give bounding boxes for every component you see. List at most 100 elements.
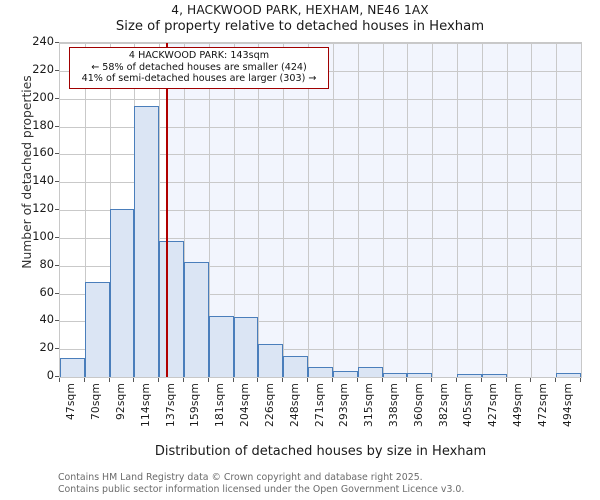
x-axis-tick-label: 494sqm bbox=[561, 383, 574, 427]
x-axis-tick-mark bbox=[183, 378, 185, 382]
y-axis-tick-label: 0 bbox=[46, 368, 54, 382]
gridline-horizontal bbox=[60, 349, 581, 351]
y-axis-tick-label: 120 bbox=[32, 201, 54, 215]
x-axis-tick-label: 293sqm bbox=[338, 383, 351, 427]
gridline-horizontal bbox=[60, 154, 581, 156]
footer-line-2: Contains public sector information licen… bbox=[58, 483, 465, 495]
histogram-bar bbox=[332, 371, 358, 377]
y-axis-tick-mark bbox=[55, 125, 59, 127]
histogram-bar bbox=[233, 317, 259, 377]
x-axis-tick-mark bbox=[431, 378, 433, 382]
histogram-bar bbox=[456, 374, 482, 377]
gridline-vertical bbox=[531, 43, 533, 377]
y-axis-tick-mark bbox=[55, 42, 59, 43]
y-axis-tick-label: 180 bbox=[32, 117, 54, 132]
histogram-bar bbox=[308, 367, 333, 377]
y-axis-tick-label: 40 bbox=[39, 312, 55, 327]
x-axis-tick-label: 360sqm bbox=[412, 383, 425, 427]
plot-area bbox=[59, 42, 582, 378]
y-axis-tick-mark bbox=[55, 97, 59, 99]
histogram-bar bbox=[60, 357, 85, 377]
x-axis-tick-label: 382sqm bbox=[437, 383, 450, 427]
gridline-vertical bbox=[308, 43, 310, 377]
y-axis-tick-label: 220 bbox=[32, 61, 54, 76]
x-axis-tick-mark bbox=[356, 378, 358, 382]
x-axis-tick-label: 405sqm bbox=[462, 383, 475, 427]
gridline-horizontal bbox=[60, 126, 581, 128]
y-axis-tick-label: 240 bbox=[32, 34, 54, 48]
x-axis-tick-mark bbox=[406, 378, 408, 382]
histogram-bar bbox=[258, 343, 284, 377]
gridline-vertical bbox=[159, 43, 161, 377]
gridline-horizontal bbox=[60, 237, 581, 239]
gridline-horizontal bbox=[60, 182, 581, 184]
x-axis-tick-mark bbox=[455, 378, 457, 382]
histogram-bar bbox=[407, 372, 433, 377]
x-axis-tick-label: 226sqm bbox=[263, 383, 276, 427]
y-axis-tick-mark bbox=[55, 209, 59, 210]
gridline-vertical bbox=[481, 43, 483, 377]
x-axis-tick-mark bbox=[207, 378, 209, 382]
y-axis-tick-label: 160 bbox=[32, 145, 54, 160]
y-axis-tick-mark bbox=[55, 181, 59, 183]
gridline-horizontal bbox=[60, 265, 581, 267]
histogram-bar bbox=[109, 208, 135, 377]
x-axis-tick-mark bbox=[83, 378, 85, 382]
x-axis-tick-label: 181sqm bbox=[214, 383, 227, 427]
gridline-vertical bbox=[332, 43, 334, 377]
histogram-bar bbox=[556, 372, 581, 377]
property-annotation-box: 4 HACKWOOD PARK: 143sqm ← 58% of detache… bbox=[69, 47, 329, 89]
y-axis-tick-mark bbox=[55, 348, 59, 350]
histogram-bar bbox=[357, 367, 383, 377]
x-axis-title: Distribution of detached houses by size … bbox=[154, 444, 487, 459]
x-axis-tick-label: 449sqm bbox=[511, 383, 524, 427]
x-axis-tick-label: 114sqm bbox=[139, 383, 152, 427]
chart-title-address: 4, HACKWOOD PARK, HEXHAM, NE46 1AX bbox=[171, 3, 429, 17]
gridline-vertical bbox=[258, 43, 260, 377]
gridline-vertical bbox=[432, 43, 434, 377]
y-axis-tick-mark bbox=[55, 264, 59, 266]
gridline-vertical bbox=[184, 43, 186, 377]
y-axis-tick-mark bbox=[55, 376, 59, 377]
y-axis-tick-mark bbox=[55, 320, 59, 322]
x-axis-tick-label: 47sqm bbox=[65, 383, 78, 421]
gridline-vertical bbox=[357, 43, 359, 377]
histogram-bar bbox=[159, 240, 185, 377]
gridline-vertical bbox=[208, 43, 210, 377]
x-axis-tick-mark bbox=[232, 378, 234, 382]
y-axis-tick-label: 200 bbox=[32, 89, 54, 104]
x-axis-tick-mark bbox=[480, 378, 482, 382]
property-size-marker-line bbox=[165, 43, 168, 377]
chart-title-subtitle: Size of property relative to detached ho… bbox=[115, 19, 485, 34]
x-axis-tick-mark bbox=[133, 378, 135, 382]
x-axis-tick-label: 92sqm bbox=[115, 383, 128, 421]
y-axis-tick-mark bbox=[55, 292, 59, 294]
gridline-vertical bbox=[84, 43, 86, 377]
gridline-horizontal bbox=[60, 210, 581, 211]
histogram-bar bbox=[481, 374, 507, 377]
x-axis-tick-label: 472sqm bbox=[536, 383, 549, 427]
x-axis-tick-mark bbox=[307, 378, 309, 382]
gridline-horizontal bbox=[60, 98, 581, 100]
x-axis-tick-mark bbox=[59, 378, 60, 382]
y-axis-tick-mark bbox=[55, 153, 59, 155]
gridline-vertical bbox=[407, 43, 409, 377]
histogram-bar bbox=[84, 282, 110, 377]
y-axis-tick-label: 80 bbox=[39, 256, 55, 271]
histogram-bar bbox=[208, 315, 234, 377]
x-axis-tick-mark bbox=[108, 378, 110, 382]
x-axis-tick-mark bbox=[381, 378, 383, 382]
x-axis-tick-mark bbox=[331, 378, 333, 382]
gridline-vertical bbox=[283, 43, 285, 377]
gridline-vertical bbox=[382, 43, 384, 377]
histogram-bar bbox=[382, 372, 408, 377]
x-axis-tick-mark bbox=[530, 378, 532, 382]
x-axis-tick-label: 137sqm bbox=[164, 383, 177, 427]
x-axis-tick-label: 271sqm bbox=[313, 383, 326, 427]
y-axis-tick-label: 140 bbox=[32, 173, 54, 188]
gridline-vertical bbox=[233, 43, 235, 377]
gridline-vertical bbox=[556, 43, 558, 377]
y-axis-tick-mark bbox=[55, 236, 59, 238]
x-axis-tick-mark bbox=[158, 378, 160, 382]
